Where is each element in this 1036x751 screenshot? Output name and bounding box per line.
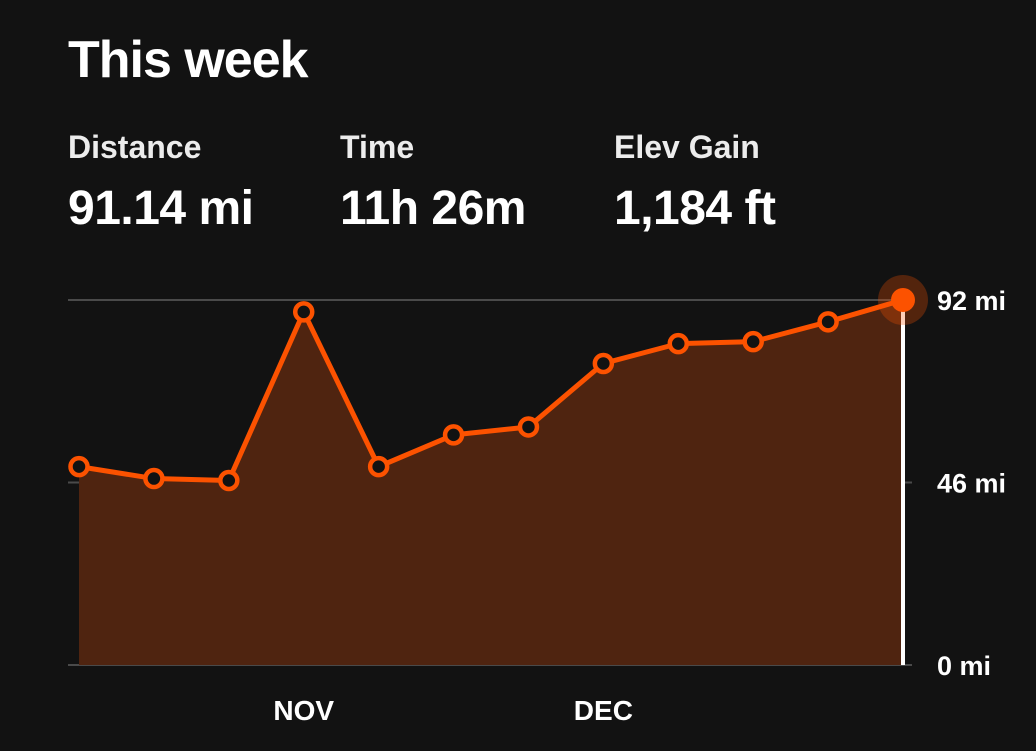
data-point[interactable] (442, 424, 465, 446)
highlighted-point[interactable] (891, 288, 915, 312)
stat-label: Distance (68, 129, 202, 165)
data-point[interactable] (517, 416, 540, 438)
data-point[interactable] (592, 352, 615, 375)
area-fill (79, 300, 903, 665)
stat-label: Elev Gain (614, 129, 760, 165)
data-point[interactable] (143, 467, 165, 490)
stat-elev-gain: Elev Gain 1,184 ft (614, 128, 776, 238)
axis-labels: 0 mi 46 mi 92 mi NOV DEC (273, 286, 1006, 726)
area-layer (79, 300, 903, 665)
stat-value: 11h 26m (340, 182, 526, 235)
line-layer (76, 297, 906, 665)
y-tick-label: 92 mi (937, 286, 1006, 316)
stat-time: Time 11h 26m (340, 128, 526, 238)
data-point[interactable] (817, 311, 839, 333)
data-point[interactable] (742, 330, 764, 353)
stat-value: 91.14 mi (68, 182, 254, 235)
page-title: This week (68, 31, 309, 89)
stat-value: 1,184 ft (614, 182, 776, 235)
stat-label: Time (340, 129, 415, 165)
data-point[interactable] (292, 301, 315, 323)
data-point[interactable] (667, 332, 690, 355)
points-layer[interactable] (68, 275, 929, 492)
y-tick-label: 0 mi (937, 651, 991, 681)
series-line (76, 297, 906, 484)
data-point[interactable] (218, 469, 240, 492)
x-tick-label: DEC (574, 695, 633, 726)
data-point[interactable] (367, 455, 390, 478)
y-tick-label: 46 mi (937, 469, 1006, 499)
x-tick-label: NOV (273, 695, 334, 726)
stat-distance: Distance 91.14 mi (68, 128, 254, 238)
data-point[interactable] (68, 455, 90, 478)
